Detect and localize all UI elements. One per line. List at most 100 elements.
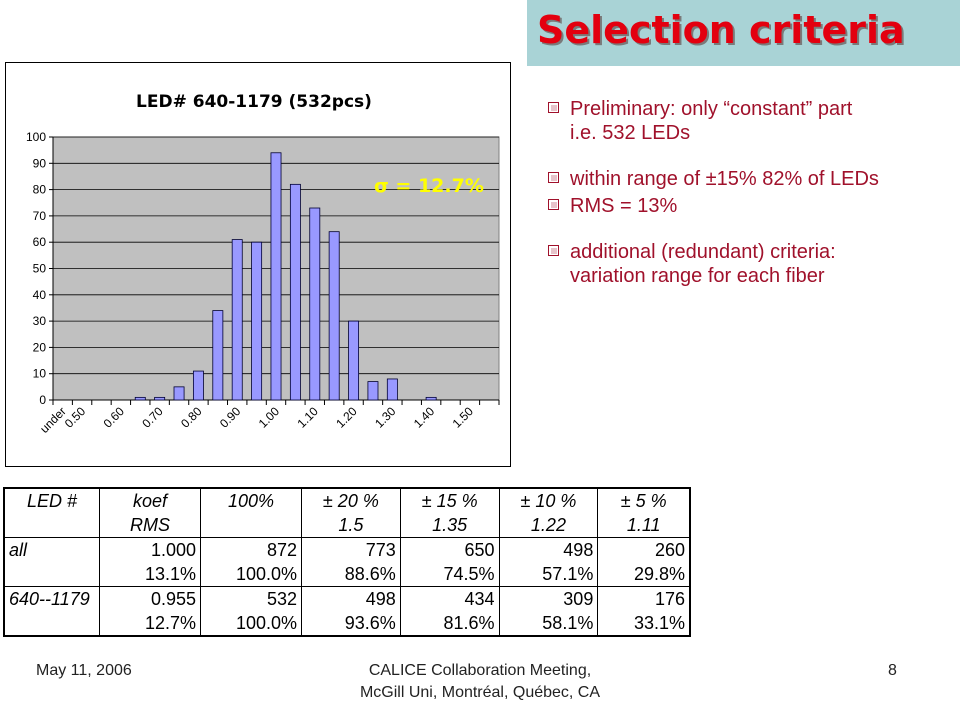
bullet-line: i.e. 532 LEDs (570, 122, 691, 144)
table-header-row: RMS 1.5 1.35 1.22 1.11 (3, 513, 691, 538)
footer-event: CALICE Collaboration Meeting, McGill Uni… (300, 660, 660, 704)
table-cell: 650 (399, 537, 500, 562)
bullet-line: variation range for each fiber (570, 265, 825, 287)
table-cell: 93.6% (301, 611, 401, 637)
y-tick-label: 10 (33, 367, 47, 381)
bullet-item: Preliminary: only “constant” part i.e. 53… (548, 97, 953, 145)
y-tick-label: 90 (33, 156, 47, 170)
table-cell: 872 (200, 537, 302, 562)
table-cell: 260 (597, 537, 691, 562)
table-cell: 13.1% (99, 562, 201, 587)
y-tick-label: 70 (33, 209, 47, 223)
table-cell: 1.11 (597, 513, 691, 538)
histogram-bar (251, 241, 263, 401)
slide-title: Selection criteria (537, 8, 905, 52)
footer-page-number: 8 (888, 662, 897, 679)
table-cell: 100.0% (200, 611, 302, 637)
y-tick-label: 100 (26, 130, 46, 144)
bullet-list: Preliminary: only “constant” part i.e. 53… (548, 97, 953, 288)
histogram-bar (386, 378, 398, 401)
histogram-bar (425, 396, 437, 401)
bullet-line: within range of ±15% 82% of LEDs (570, 168, 879, 190)
histogram-bar (154, 396, 166, 401)
table-row: all 1.000 872 773 650 498 260 (3, 537, 691, 562)
histogram-chart: LED# 640-1179 (532pcs) 0 10 20 30 40 50 60 70 80 9… (5, 62, 511, 467)
y-tick-label: 20 (33, 340, 47, 354)
table-row: 12.7% 100.0% 93.6% 81.6% 58.1% 33.1% (3, 611, 691, 637)
table-cell: 58.1% (498, 611, 599, 637)
footer-date: May 11, 2006 (36, 662, 132, 679)
table-cell: 81.6% (399, 611, 500, 637)
x-tick-label: 1.10 (294, 404, 321, 431)
y-tick-label: 40 (33, 288, 47, 302)
table-cell: 12.7% (99, 611, 201, 637)
table-cell (3, 562, 100, 587)
sigma-annotation: σ = 12.7% (374, 175, 484, 197)
table-cell: ± 10 % (498, 488, 599, 513)
x-tick-label: 0.90 (217, 404, 244, 431)
chart-title: LED# 640-1179 (532pcs) (136, 92, 372, 112)
y-tick-label: 60 (33, 235, 47, 249)
histogram-bar (134, 396, 146, 401)
table-cell: ± 15 % (399, 488, 500, 513)
checkbox-bullet-icon (548, 245, 559, 256)
table-cell (3, 513, 100, 538)
x-tick-label: 1.50 (450, 404, 477, 431)
table-cell: ± 5 % (597, 488, 691, 513)
bullet-line: Preliminary: only “constant” part (570, 98, 853, 120)
table-cell (200, 513, 302, 538)
bullet-line: RMS = 13% (570, 195, 678, 217)
x-tick-label: 0.70 (139, 404, 166, 431)
table-cell: 1.22 (498, 513, 599, 538)
table-row: 640--1179 0.955 532 498 434 309 176 (3, 586, 691, 611)
table-cell: 1.5 (301, 513, 401, 538)
table-cell: 773 (301, 537, 401, 562)
table-cell: koef (99, 488, 201, 513)
footer-event-line2: McGill Uni, Montréal, Québec, CA (359, 684, 601, 701)
table-cell: 100.0% (200, 562, 302, 587)
bullet-item: RMS = 13% (548, 194, 953, 218)
histogram-bar (348, 320, 360, 401)
y-tick-label: 50 (33, 262, 47, 276)
x-tick-label: 0.60 (101, 404, 128, 431)
table-cell: 498 (301, 586, 401, 611)
table-header-row: LED # koef 100% ± 20 % ± 15 % ± 10 % ± 5 % (3, 488, 691, 513)
selection-table: LED # koef 100% ± 20 % ± 15 % ± 10 % ± 5 % RMS 1… (3, 487, 691, 637)
histogram-bar (173, 386, 185, 401)
x-tick-label: 1.20 (333, 404, 360, 431)
bullet-item: within range of ±15% 82% of LEDs (548, 167, 953, 191)
histogram-bar (270, 152, 282, 401)
table-cell: all (3, 537, 100, 562)
table-cell: 640--1179 (3, 586, 100, 611)
table-cell: 29.8% (597, 562, 691, 587)
histogram-bar (289, 183, 301, 401)
x-tick-label: 1.30 (372, 404, 399, 431)
table-cell: 33.1% (597, 611, 691, 637)
checkbox-bullet-icon (548, 102, 559, 113)
table-cell: LED # (3, 488, 100, 513)
table-cell: 1.35 (399, 513, 500, 538)
table-cell: 498 (498, 537, 599, 562)
histogram-svg: LED# 640-1179 (532pcs) 0 10 20 30 40 50 60 70 80 9… (26, 92, 500, 436)
table-cell: 57.1% (498, 562, 599, 587)
checkbox-bullet-icon (548, 199, 559, 210)
table-cell (3, 611, 100, 637)
table-cell: 100% (200, 488, 302, 513)
table-row: 13.1% 100.0% 88.6% 74.5% 57.1% 29.8% (3, 562, 691, 587)
y-tick-label: 0 (39, 393, 46, 407)
histogram-bar (212, 310, 224, 401)
x-tick-label: 0.80 (178, 404, 205, 431)
table-cell: ± 20 % (301, 488, 401, 513)
histogram-bar (309, 207, 321, 401)
y-tick-label: 80 (33, 183, 47, 197)
histogram-bar (192, 370, 204, 401)
y-tick-label: 30 (33, 314, 47, 328)
table-cell: 74.5% (399, 562, 500, 587)
bullet-item: additional (redundant) criteria: variatio… (548, 240, 953, 288)
table-cell: 434 (399, 586, 500, 611)
x-tick-label: 0.50 (62, 404, 89, 431)
table-cell: 532 (200, 586, 302, 611)
histogram-bar (231, 239, 243, 401)
table-cell: 0.955 (99, 586, 201, 611)
title-banner: Selection criteria (527, 0, 960, 66)
